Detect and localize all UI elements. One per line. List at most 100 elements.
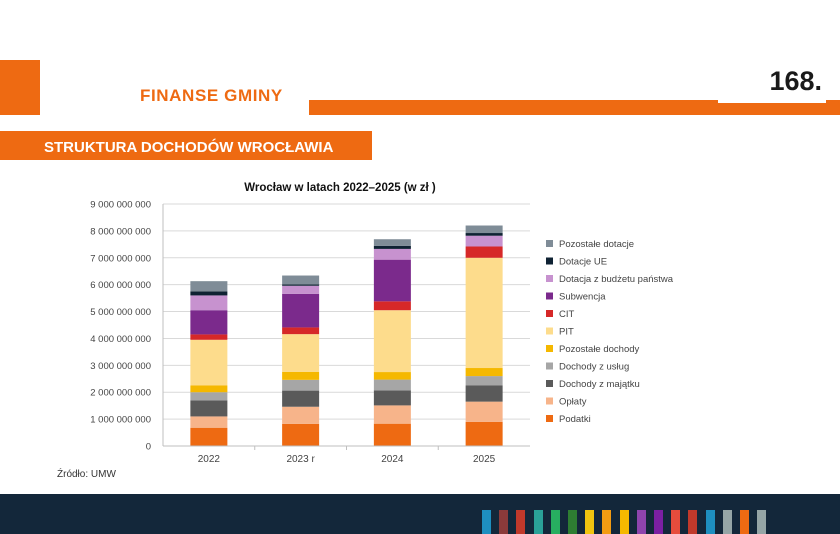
bar-segment [465,421,503,446]
x-tick-label: 2024 [381,454,404,465]
y-tick-label: 0 [146,442,151,453]
bar-segment [282,327,320,335]
bar-segment [465,385,503,402]
legend-swatch [546,310,553,317]
footer-stripe [499,510,509,534]
legend-swatch [546,380,553,387]
footer-stripe [602,510,612,534]
page-header-title: FINANSE GMINY [140,86,283,105]
legend-label: Pozostałe dotacje [559,239,634,250]
footer-stripe [482,510,491,534]
footer-bar [0,494,840,534]
bar-segment [465,246,503,258]
bar-segment [373,423,411,446]
section-title: STRUKTURA DOCHODÓW WROCŁAWIA [44,139,334,156]
bar-segment [465,233,503,236]
y-tick-label: 7 000 000 000 [90,253,151,264]
page-number: 168. [718,64,826,103]
footer-stripe [688,510,698,534]
header-accent-line [309,100,840,115]
bar-segment [282,284,320,286]
legend-label: Dotacje UE [559,257,607,268]
section-title-bar [0,131,372,160]
bar-segment [465,368,503,377]
chart-bars [190,225,503,446]
x-axis: 2022 2023 r 2024 2025 [163,445,530,465]
footer-stripe [516,510,526,534]
bar-segment [465,235,503,247]
stacked-bar-chart: Wrocław w latach 2022–2025 (w zł ) 0 1 00… [90,182,674,465]
bar-segment [282,275,320,285]
bar-segment [373,301,411,311]
bar-segment [282,390,320,407]
legend-swatch [546,345,553,352]
legend-swatch [546,275,553,282]
y-tick-label: 5 000 000 000 [90,307,151,318]
footer-stripe [636,510,646,534]
bar-segment [282,371,320,380]
y-tick-label: 8 000 000 000 [90,226,151,237]
footer-stripe [585,510,595,534]
bar-segment [465,225,503,234]
bar-segment [373,390,411,406]
y-tick-label: 6 000 000 000 [90,280,151,291]
bar-segment [190,310,228,335]
bar-segment [190,295,228,311]
bar-segment [465,376,503,386]
bar-segment [190,385,228,393]
y-axis-ticks: 0 1 000 000 000 2 000 000 000 3 000 000 000… [90,200,151,453]
footer-stripe [550,510,560,534]
bar-segment [282,423,320,446]
legend-swatch [546,415,553,422]
bar-segment [465,401,503,422]
left-accent-block [0,60,40,115]
bar-segment [190,416,228,428]
legend-swatch [546,292,553,300]
bar-segment [190,427,228,446]
bar-segment [373,245,411,249]
legend-label: Dotacja z budżetu państwa [559,274,674,285]
bar-segment [373,248,411,260]
legend-label: Dochody z usług [559,362,629,373]
x-tick-label: 2025 [473,454,496,465]
source-note: Źródło: UMW [57,469,116,480]
bar-segment [282,334,320,372]
bar-segment [282,406,320,424]
legend-swatch [546,257,553,265]
bar-segment [373,239,411,246]
x-tick-label: 2023 r [286,454,315,465]
chart-legend: Pozostałe dotacje Dotacje UE Dotacja z bud… [546,239,674,425]
footer-stripe [568,510,577,534]
legend-label: Pozostałe dochody [559,344,640,355]
footer-color-stripes [482,510,832,534]
bar-segment [190,281,228,292]
footer-stripe [533,510,543,534]
bar-segment [373,310,411,373]
legend-swatch [546,362,553,370]
bar-segment [465,257,503,369]
y-tick-label: 3 000 000 000 [90,361,151,372]
legend-label: Opłaty [559,397,587,408]
bar-segment [373,259,411,302]
footer-stripe [757,510,767,534]
bar-segment [190,339,228,386]
x-tick-label: 2022 [198,454,221,465]
y-tick-label: 4 000 000 000 [90,334,151,345]
y-tick-label: 9 000 000 000 [90,200,151,211]
chart-title: Wrocław w latach 2022–2025 (w zł ) [244,182,436,194]
bar-segment [282,285,320,294]
bar-segment [282,293,320,328]
bar-segment [190,291,228,296]
bar-segment [190,400,228,417]
footer-stripe [722,510,732,534]
legend-label: CIT [559,309,575,320]
bar-segment [373,379,411,391]
legend-label: Subwencja [559,292,606,303]
bar-segment [190,392,228,401]
footer-stripe [705,510,715,534]
footer-stripe [671,510,681,534]
legend-swatch [546,240,553,247]
footer-stripe [619,510,629,534]
legend-swatch [546,397,553,405]
footer-stripe [654,510,663,534]
